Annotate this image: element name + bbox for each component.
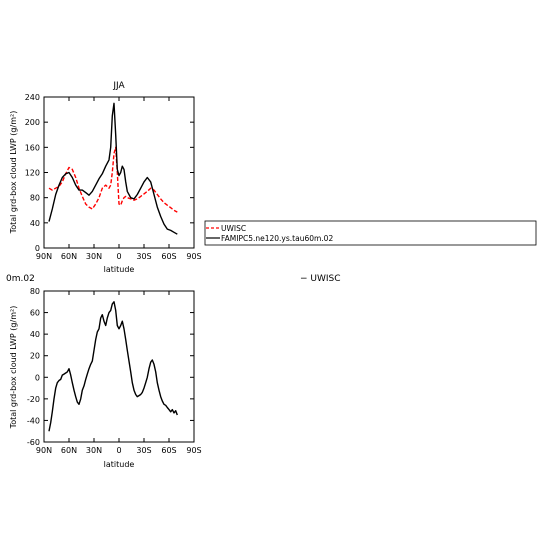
top-series-line-0 xyxy=(48,146,178,213)
top-y-tick-label: 0 xyxy=(35,244,40,253)
legend-box xyxy=(204,220,537,246)
bottom-x-tick-label: 60S xyxy=(161,446,176,455)
chart-axes: -60 -40 -20 0 20 40 60 80 90N 60N 30N 0 30S 60S 90S xyxy=(27,287,202,455)
top-series-line-1 xyxy=(48,102,178,235)
top-y-tick-label: 160 xyxy=(25,143,40,152)
top-y-tick-label: 200 xyxy=(25,118,40,127)
top-y-tick-label: 80 xyxy=(30,194,40,203)
top-x-tick-label: 90N xyxy=(36,252,52,261)
x-axis-label: latitude xyxy=(104,265,135,274)
fragment-left-label: 0m.02 xyxy=(6,274,35,284)
chart-axes: 0 40 80 120 160 200 240 90N 60N 30N 0 30S 60S 90S xyxy=(25,93,202,261)
x-axis-label: latitude xyxy=(104,460,135,469)
bottom-x-tick-label: 90N xyxy=(36,446,52,455)
bottom-y-tick-label: -60 xyxy=(27,438,40,447)
bottom-x-tick-label: 30S xyxy=(136,446,151,455)
fragment-right-label: − UWISC xyxy=(300,274,341,284)
chart-top: JJA 0 40 80 120 160 200 240 90N 60N 30N 0 30S 60S 90S… xyxy=(9,81,202,274)
top-x-tick-label: 60S xyxy=(161,252,176,261)
top-y-tick-label: 120 xyxy=(25,169,40,178)
bottom-x-tick-label: 30N xyxy=(86,446,102,455)
y-axis-label: Total grd-box cloud LWP (g/m²) xyxy=(9,111,18,235)
bottom-y-tick-label: 0 xyxy=(35,373,40,382)
bottom-series-line-0 xyxy=(48,301,178,432)
bottom-y-tick-label: 40 xyxy=(30,330,40,339)
top-y-tick-label: 40 xyxy=(30,219,40,228)
chart-series-group xyxy=(48,301,178,432)
chart-title: JJA xyxy=(112,81,125,91)
top-x-tick-label: 60N xyxy=(61,252,77,261)
legend: UWISC FAMIPC5.ne120.ys.tau60m.02 xyxy=(204,220,537,246)
top-x-tick-label: 0 xyxy=(116,252,121,261)
legend-entry-famipc5: FAMIPC5.ne120.ys.tau60m.02 xyxy=(221,234,333,243)
y-axis-label: Total grd-box cloud LWP (g/m²) xyxy=(9,306,18,430)
top-y-tick-label: 240 xyxy=(25,93,40,102)
bottom-y-tick-label: 60 xyxy=(30,309,40,318)
bottom-y-tick-label: -20 xyxy=(27,395,40,404)
bottom-x-tick-label: 60N xyxy=(61,446,77,455)
bottom-y-tick-label: -40 xyxy=(27,416,40,425)
top-x-tick-label: 30S xyxy=(136,252,151,261)
bottom-y-tick-label: 20 xyxy=(30,352,40,361)
bottom-x-tick-label: 90S xyxy=(186,446,201,455)
chart-bottom: -60 -40 -20 0 20 40 60 80 90N 60N 30N 0 30S 60S 90S la… xyxy=(9,287,202,469)
chart-series-group xyxy=(48,102,178,235)
bottom-plot-frame xyxy=(43,290,195,443)
bottom-y-tick-label: 80 xyxy=(30,287,40,296)
top-x-tick-label: 30N xyxy=(86,252,102,261)
bottom-x-tick-label: 0 xyxy=(116,446,121,455)
top-x-tick-label: 90S xyxy=(186,252,201,261)
legend-entry-uwisc: UWISC xyxy=(221,224,246,233)
